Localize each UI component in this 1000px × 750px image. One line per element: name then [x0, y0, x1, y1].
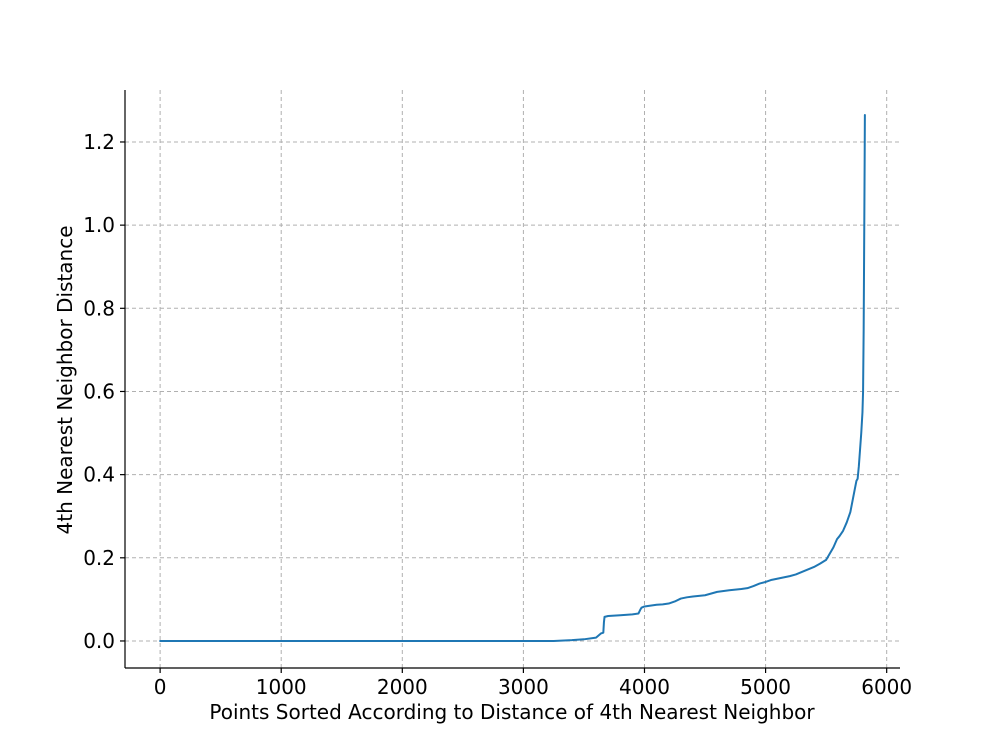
x-tick-label: 2000 [377, 675, 428, 699]
y-tick-label: 0.0 [83, 629, 115, 653]
y-axis-label: 4th Nearest Neighbor Distance [53, 226, 77, 535]
y-tick-label: 0.4 [83, 463, 115, 487]
y-tick-label: 1.2 [83, 130, 115, 154]
y-axis-ticks: 0.0 0.2 0.4 0.6 0.8 1.0 1.2 [83, 130, 125, 653]
series-line [159, 113, 866, 642]
x-tick-label: 3000 [498, 675, 549, 699]
y-tick-label: 0.2 [83, 546, 115, 570]
x-axis-ticks: 0 1000 2000 3000 4000 5000 6000 [154, 668, 912, 699]
y-tick-label: 0.8 [83, 296, 115, 320]
x-axis-label: Points Sorted According to Distance of 4… [209, 700, 815, 724]
axes-spines [124, 90, 900, 669]
x-tick-label: 4000 [619, 675, 670, 699]
x-tick-label: 6000 [861, 675, 912, 699]
grid [125, 90, 900, 668]
y-tick-label: 0.6 [83, 379, 115, 403]
x-tick-label: 1000 [256, 675, 307, 699]
y-tick-label: 1.0 [83, 213, 115, 237]
series-layer [159, 113, 866, 642]
x-tick-label: 0 [154, 675, 167, 699]
x-tick-label: 5000 [740, 675, 791, 699]
